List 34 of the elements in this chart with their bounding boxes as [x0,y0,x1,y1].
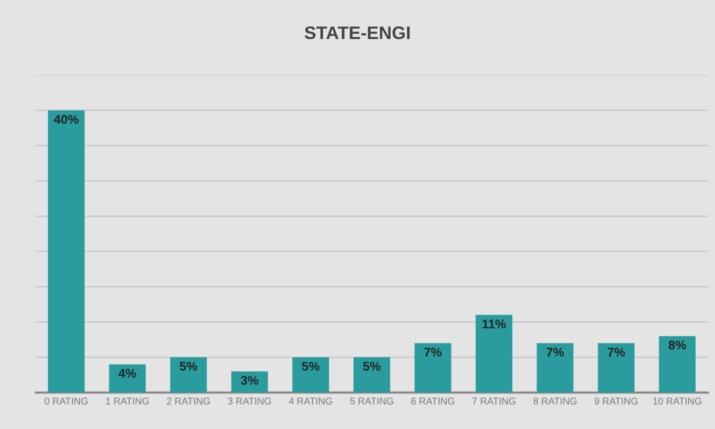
chart-title: STATE-ENGI [304,26,410,40]
data-label: 40% [54,114,78,124]
x-tick-label: 4 RATING [288,398,332,405]
x-tick-label: 9 RATING [594,398,638,405]
data-label: 5% [180,362,198,371]
bar [658,336,696,393]
data-label: 7% [424,348,442,357]
bar [476,314,512,393]
data-label: 5% [363,362,381,371]
bar [48,110,85,393]
data-label: 7% [608,348,625,357]
bar [414,343,452,393]
x-tick-label: 2 RATING [166,398,210,405]
bar [109,364,146,393]
data-label: 4% [118,368,136,378]
x-tick-label: 0 RATING [44,398,88,405]
x-tick-label: 3 RATING [228,398,271,405]
bar [598,343,635,393]
x-tick-label: 8 RATING [533,398,576,405]
data-label: 8% [668,340,686,350]
data-label: 3% [240,376,258,385]
bar [536,343,574,393]
data-label: 7% [546,348,564,357]
data-label: 5% [302,362,320,371]
bar [292,357,330,393]
x-tick-label: 10 RATING [653,398,702,405]
bar [170,357,207,393]
x-tick-label: 1 RATING [106,398,149,405]
bar [353,357,390,393]
data-label: 11% [482,320,506,328]
bar [231,371,268,393]
x-tick-label: 6 RATING [411,398,454,405]
x-tick-label: 5 RATING [350,398,394,405]
x-tick-label: 7 RATING [472,398,516,405]
